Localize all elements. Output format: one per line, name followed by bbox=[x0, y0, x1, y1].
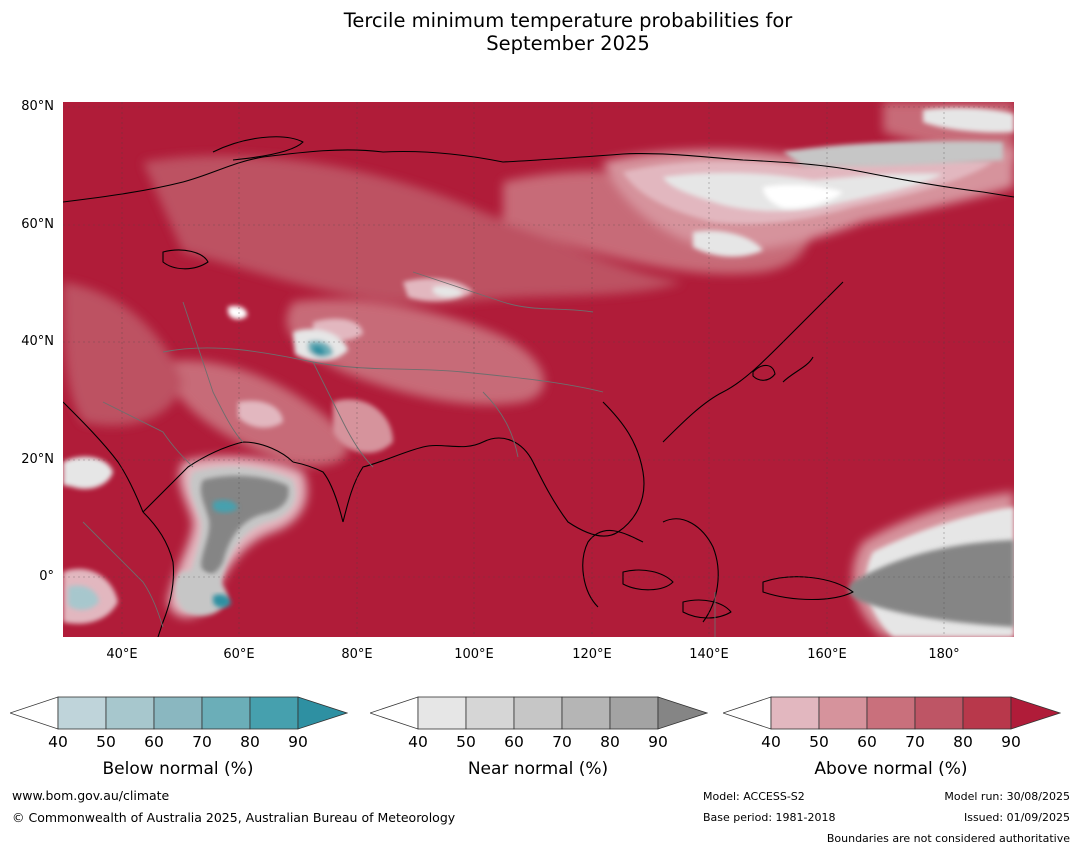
lon-label-140e: 140°E bbox=[689, 647, 729, 662]
colorbar-above-title: Above normal (%) bbox=[814, 759, 968, 779]
colorbar-near-swatch-4 bbox=[561, 696, 611, 730]
arabian-sea-near-normal-zone bbox=[63, 456, 307, 624]
issued-text: Issued: 01/09/2025 bbox=[963, 811, 1070, 824]
lat-label-80n: 80°N bbox=[21, 99, 54, 114]
colorbar-below-swatch-1 bbox=[57, 696, 107, 730]
country-boundaries bbox=[82, 271, 716, 637]
lon-label-180: 180° bbox=[928, 647, 960, 662]
colorbar-above-swatch-1 bbox=[770, 696, 820, 730]
lat-label-60n: 60°N bbox=[21, 217, 54, 232]
colorbar-above-normal bbox=[721, 696, 1062, 736]
lon-label-100e: 100°E bbox=[454, 647, 494, 662]
colorbar-below-title: Below normal (%) bbox=[102, 759, 254, 779]
lon-label-60e: 60°E bbox=[223, 647, 255, 662]
lat-label-20n: 20°N bbox=[21, 452, 54, 467]
colorbar-above-swatch-4 bbox=[914, 696, 964, 730]
colorbar-near-tick-40: 40 bbox=[408, 733, 428, 751]
colorbar-near-title: Near normal (%) bbox=[467, 759, 609, 779]
pacific-near-normal-zone bbox=[848, 492, 1014, 637]
model-run-text: Model run: 30/08/2025 bbox=[944, 790, 1070, 803]
colorbar-below-swatch-3 bbox=[153, 696, 203, 730]
tibet-below-normal-zone bbox=[238, 329, 393, 453]
colorbar-near-swatch-5 bbox=[609, 696, 659, 730]
colorbar-below-swatch-5 bbox=[249, 696, 299, 730]
colorbar-near-swatch-1 bbox=[417, 696, 467, 730]
colorbar-below-swatch-over bbox=[297, 696, 349, 730]
colorbar-below-tick-50: 50 bbox=[96, 733, 116, 751]
chart-title: Tercile minimum temperature probabilitie… bbox=[0, 9, 1081, 55]
base-period-text: Base period: 1981-2018 bbox=[703, 811, 836, 824]
colorbar-below-tick-90: 90 bbox=[288, 733, 308, 751]
probability-map bbox=[63, 102, 1014, 637]
colorbar-above-tick-40: 40 bbox=[761, 733, 781, 751]
colorbar-below-tick-40: 40 bbox=[48, 733, 68, 751]
colorbar-below-normal-scale bbox=[8, 696, 349, 730]
coastlines bbox=[63, 136, 1014, 637]
lon-label-160e: 160°E bbox=[807, 647, 847, 662]
colorbar-below-swatch-under bbox=[8, 696, 59, 730]
colorbar-above-tick-80: 80 bbox=[953, 733, 973, 751]
colorbar-above-tick-90: 90 bbox=[1001, 733, 1021, 751]
lon-label-80e: 80°E bbox=[341, 647, 373, 662]
colorbar-below-swatch-2 bbox=[105, 696, 155, 730]
website-text: www.bom.gov.au/climate bbox=[12, 788, 170, 803]
colorbar-above-swatch-5 bbox=[962, 696, 1012, 730]
colorbar-near-tick-70: 70 bbox=[552, 733, 572, 751]
boundaries-disclaimer: Boundaries are not considered authoritat… bbox=[826, 832, 1070, 845]
graticule bbox=[63, 102, 1014, 637]
colorbar-below-tick-80: 80 bbox=[240, 733, 260, 751]
lat-label-40n: 40°N bbox=[21, 334, 54, 349]
colorbar-above-tick-70: 70 bbox=[905, 733, 925, 751]
colorbar-above-tick-50: 50 bbox=[809, 733, 829, 751]
lon-label-40e: 40°E bbox=[106, 647, 138, 662]
central-asia-near-normal-zone bbox=[228, 278, 473, 341]
colorbar-above-swatch-under bbox=[721, 696, 772, 730]
colorbar-near-tick-90: 90 bbox=[648, 733, 668, 751]
colorbar-above-swatch-2 bbox=[818, 696, 868, 730]
title-line-1: Tercile minimum temperature probabilitie… bbox=[343, 9, 793, 32]
colorbar-below-normal bbox=[8, 696, 349, 736]
colorbar-above-tick-60: 60 bbox=[857, 733, 877, 751]
colorbar-near-tick-50: 50 bbox=[456, 733, 476, 751]
colorbar-above-swatch-3 bbox=[866, 696, 916, 730]
colorbar-below-tick-70: 70 bbox=[192, 733, 212, 751]
colorbar-near-swatch-under bbox=[368, 696, 419, 730]
model-text: Model: ACCESS-S2 bbox=[703, 790, 805, 803]
colorbar-near-normal bbox=[368, 696, 709, 736]
colorbar-near-tick-60: 60 bbox=[504, 733, 524, 751]
colorbar-above-swatch-over bbox=[1010, 696, 1062, 730]
colorbar-near-swatch-over bbox=[657, 696, 709, 730]
siberia-near-normal-zone bbox=[603, 107, 1014, 257]
lon-label-120e: 120°E bbox=[572, 647, 612, 662]
colorbar-above-normal-scale bbox=[721, 696, 1062, 730]
colorbar-near-swatch-2 bbox=[465, 696, 515, 730]
colorbar-near-tick-80: 80 bbox=[600, 733, 620, 751]
copyright-text: © Commonwealth of Australia 2025, Austra… bbox=[12, 810, 456, 825]
colorbar-below-tick-60: 60 bbox=[144, 733, 164, 751]
colorbar-near-normal-scale bbox=[368, 696, 709, 730]
title-line-2: September 2025 bbox=[486, 32, 650, 55]
colorbar-below-swatch-4 bbox=[201, 696, 251, 730]
colorbar-near-swatch-3 bbox=[513, 696, 563, 730]
lat-label-0: 0° bbox=[39, 569, 54, 584]
